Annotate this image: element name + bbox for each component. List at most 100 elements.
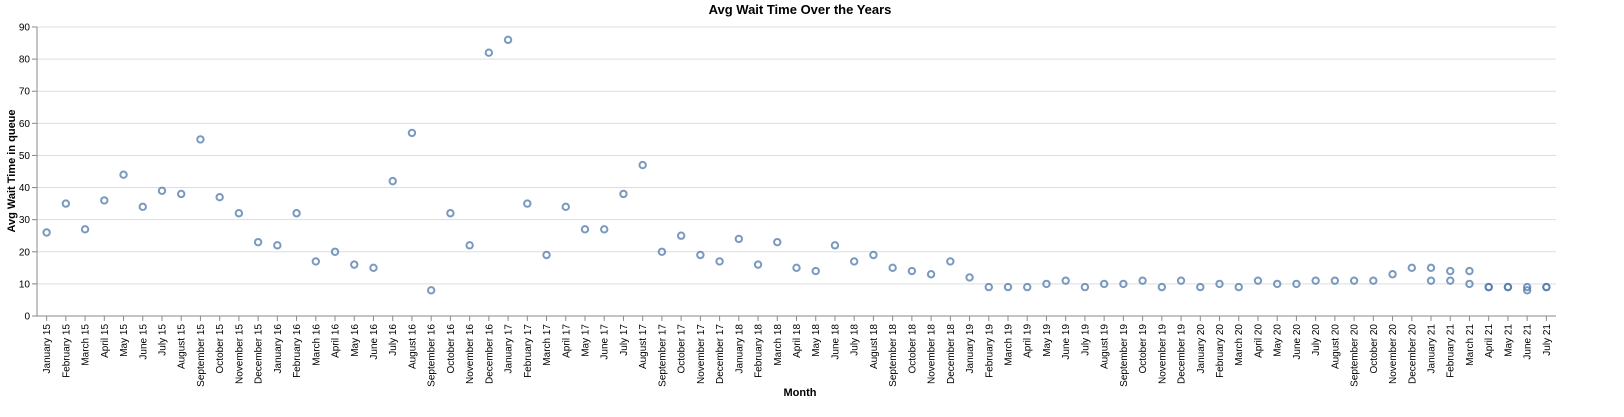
x-tick-label: March 15	[81, 324, 92, 366]
data-point	[849, 257, 859, 266]
x-axis: January 15 February 15 March 15 April 15 May…	[37, 315, 1556, 387]
data-point	[946, 257, 955, 266]
chart-title: Avg Wait Time Over the Years	[709, 2, 892, 17]
data-point	[523, 199, 532, 208]
x-tick-label: April 21	[1484, 324, 1495, 358]
data-point	[792, 263, 801, 273]
y-tick-label: 40	[19, 183, 31, 194]
x-tick-label: February 19	[984, 324, 995, 378]
data-point	[888, 263, 897, 273]
data-point	[253, 237, 263, 247]
x-tick-label: May 21	[1503, 324, 1514, 357]
x-tick-label: June 18	[830, 324, 841, 360]
x-tick-label: August 16	[407, 324, 418, 369]
data-point	[561, 202, 570, 212]
x-tick-label: May 15	[119, 324, 130, 357]
y-tick-label: 60	[19, 119, 31, 130]
y-tick-label: 80	[19, 55, 31, 66]
data-point	[734, 234, 744, 244]
x-tick-label: July 15	[157, 324, 168, 356]
data-point	[984, 282, 993, 292]
y-axis-title: Avg Wait Time in queue	[6, 109, 18, 232]
data-point	[1446, 266, 1455, 276]
x-tick-label: November 15	[234, 324, 245, 384]
data-point	[1023, 282, 1032, 292]
data-point	[1522, 286, 1532, 295]
x-tick-label: June 20	[1292, 324, 1303, 360]
data-point	[926, 270, 936, 279]
data-point	[350, 260, 359, 269]
data-point	[830, 241, 840, 250]
data-point	[503, 35, 513, 45]
data-point	[619, 189, 628, 199]
x-tick-label: December 15	[254, 324, 265, 384]
x-tick-label: July 18	[850, 324, 861, 356]
x-tick-label: September 18	[888, 324, 899, 387]
y-tick-label: 30	[19, 215, 31, 226]
x-tick-label: January 17	[504, 324, 515, 374]
data-point	[1522, 282, 1532, 292]
data-point	[715, 257, 724, 266]
x-tick-label: April 16	[331, 324, 342, 358]
data-point	[61, 199, 71, 208]
data-point	[330, 247, 340, 256]
x-tick-label: February 18	[754, 324, 765, 378]
data-point	[811, 266, 820, 276]
data-point	[119, 170, 128, 179]
data-point	[600, 225, 609, 234]
x-tick-label: April 15	[100, 324, 111, 358]
x-tick-label: June 17	[600, 324, 611, 360]
x-tick-label: October 15	[215, 324, 226, 374]
data-point	[273, 241, 282, 250]
x-tick-label: May 17	[580, 324, 591, 357]
x-tick-label: February 16	[292, 324, 303, 378]
data-point	[1369, 276, 1378, 285]
data-point	[234, 209, 244, 218]
data-point	[1003, 282, 1013, 292]
x-tick-label: July 17	[619, 324, 630, 356]
data-point	[292, 209, 301, 218]
x-tick-label: September 15	[196, 324, 207, 387]
x-tick-label: March 21	[1465, 324, 1476, 366]
x-tick-label: March 18	[773, 324, 784, 366]
x-tick-label: May 19	[1042, 324, 1053, 357]
data-point	[1138, 276, 1147, 285]
data-point	[1176, 276, 1186, 285]
x-tick-label: August 17	[638, 324, 649, 369]
x-tick-label: January 18	[734, 324, 745, 374]
x-tick-label: November 16	[465, 324, 476, 384]
x-tick-label: January 16	[273, 324, 284, 374]
data-point	[311, 257, 321, 266]
y-tick-label: 50	[19, 151, 31, 162]
data-point	[1042, 279, 1051, 289]
x-tick-label: February 21	[1446, 324, 1457, 378]
x-tick-label: November 20	[1388, 324, 1399, 384]
data-point	[215, 192, 224, 202]
x-tick-label: January 15	[42, 324, 53, 374]
data-point	[638, 160, 647, 170]
x-tick-label: June 19	[1061, 324, 1072, 360]
data-point	[426, 286, 436, 295]
x-tick-label: March 17	[542, 324, 553, 366]
data-point	[388, 176, 397, 186]
x-tick-label: April 19	[1023, 324, 1034, 358]
x-tick-label: December 20	[1407, 324, 1418, 384]
data-point	[1157, 282, 1167, 292]
x-tick-label: September 19	[1119, 324, 1130, 387]
data-point	[657, 247, 667, 256]
x-tick-label: March 19	[1004, 324, 1015, 366]
x-tick-label: August 20	[1330, 324, 1341, 369]
x-tick-label: September 17	[657, 324, 668, 387]
x-tick-label: June 21	[1523, 324, 1534, 360]
data-point	[1426, 263, 1436, 273]
data-point	[1426, 276, 1436, 285]
x-tick-label: May 16	[350, 324, 361, 357]
data-point	[869, 250, 878, 260]
x-tick-label: November 17	[696, 324, 707, 384]
grid	[37, 26, 1556, 317]
y-tick-label: 10	[19, 279, 31, 290]
data-point	[1465, 266, 1474, 276]
data-point	[1503, 282, 1513, 292]
data-point	[138, 202, 147, 212]
data-point	[1292, 279, 1301, 289]
